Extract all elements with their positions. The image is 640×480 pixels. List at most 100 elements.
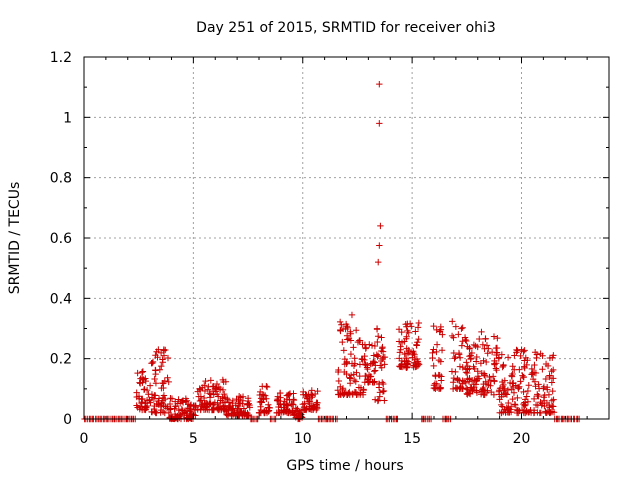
data-point	[430, 346, 437, 353]
data-point	[409, 351, 416, 358]
data-point	[298, 414, 306, 421]
data-point	[514, 406, 522, 414]
data-point	[414, 339, 421, 346]
data-point	[244, 401, 251, 408]
data-point	[160, 352, 168, 359]
data-point	[290, 390, 297, 397]
data-point	[450, 379, 457, 386]
data-point	[404, 358, 412, 365]
data-point	[197, 393, 205, 400]
data-point	[550, 366, 557, 374]
data-point	[214, 390, 221, 398]
data-point	[263, 383, 271, 391]
data-point	[458, 342, 466, 349]
data-point	[140, 386, 148, 393]
data-point	[344, 336, 351, 343]
data-point	[546, 354, 554, 362]
data-point	[482, 335, 489, 342]
data-point	[161, 395, 169, 403]
data-point	[523, 393, 530, 400]
data-point	[356, 372, 363, 380]
data-point	[429, 349, 436, 357]
y-tick-label: 0	[63, 412, 72, 428]
data-point	[281, 404, 288, 411]
data-point	[376, 80, 383, 88]
data-point	[155, 346, 162, 353]
data-point	[362, 344, 370, 351]
data-point	[344, 324, 351, 331]
data-point	[352, 378, 359, 385]
data-point	[490, 391, 498, 398]
data-point	[308, 402, 316, 409]
data-point	[376, 120, 383, 127]
data-point	[499, 403, 506, 410]
data-point	[505, 399, 512, 407]
data-point	[219, 386, 227, 394]
data-point	[535, 392, 542, 400]
data-point	[151, 408, 159, 415]
data-point	[482, 358, 490, 366]
data-point	[340, 347, 348, 354]
data-point	[483, 342, 491, 349]
data-point	[196, 397, 204, 405]
data-points	[81, 80, 583, 423]
data-point	[235, 397, 242, 405]
data-point	[432, 373, 439, 380]
data-point	[288, 400, 296, 408]
data-point	[487, 377, 495, 384]
data-point	[350, 376, 358, 384]
data-point	[495, 355, 502, 362]
data-point	[366, 341, 373, 348]
x-tick-label: 5	[189, 431, 198, 447]
data-point	[437, 384, 444, 391]
data-point	[187, 415, 194, 422]
data-point	[375, 397, 382, 404]
data-point	[535, 381, 542, 388]
data-point	[550, 352, 557, 359]
data-point	[411, 356, 419, 363]
data-point	[519, 372, 526, 379]
data-point	[164, 354, 172, 362]
data-point	[305, 405, 313, 413]
data-point	[509, 363, 516, 370]
data-point	[459, 364, 466, 371]
data-point	[537, 350, 544, 357]
data-point	[500, 362, 507, 369]
data-point	[550, 375, 557, 382]
data-point	[158, 399, 165, 406]
data-point	[371, 378, 378, 385]
data-point	[146, 382, 154, 389]
data-point	[138, 398, 146, 406]
data-point	[378, 364, 385, 371]
data-point	[463, 359, 470, 366]
data-point	[490, 333, 498, 340]
data-point	[470, 381, 477, 388]
data-point	[436, 328, 444, 335]
data-point	[339, 325, 347, 333]
data-point	[461, 334, 469, 341]
data-point	[207, 377, 215, 384]
data-point	[183, 412, 191, 419]
data-point	[531, 349, 539, 356]
data-point	[205, 383, 212, 390]
data-point	[453, 385, 461, 392]
data-point	[286, 396, 293, 404]
data-point	[357, 384, 365, 392]
data-point	[531, 361, 538, 369]
data-point	[517, 352, 524, 360]
data-point	[141, 400, 149, 407]
data-point	[404, 350, 412, 357]
data-point	[506, 379, 514, 387]
data-point	[346, 374, 353, 381]
data-point	[374, 353, 381, 360]
data-point	[212, 388, 219, 395]
data-point	[367, 373, 374, 380]
data-point	[158, 384, 165, 392]
data-point	[178, 398, 186, 405]
data-point	[521, 363, 528, 370]
data-point	[371, 342, 379, 350]
data-point	[529, 375, 537, 383]
data-point	[524, 398, 532, 405]
data-point	[343, 391, 351, 398]
data-point	[263, 382, 270, 390]
